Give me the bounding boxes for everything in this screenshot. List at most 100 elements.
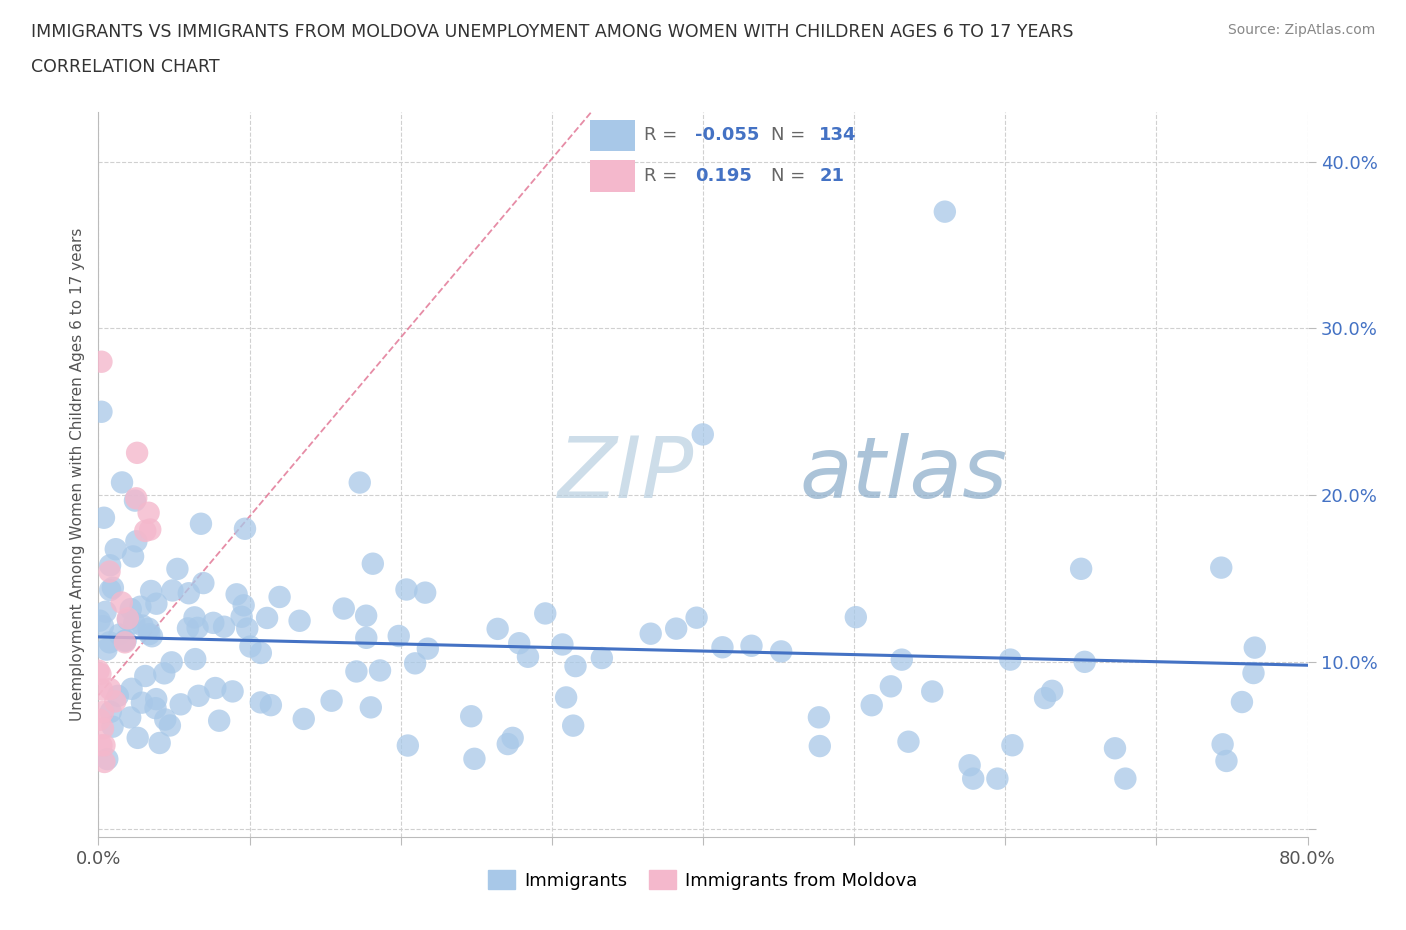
Point <box>90 737 112 752</box>
Point <box>127 445 149 460</box>
Point <box>321 693 343 708</box>
Point <box>236 621 259 636</box>
Point <box>517 649 540 664</box>
Point <box>396 738 419 753</box>
Point <box>640 626 662 641</box>
Point <box>121 682 143 697</box>
Text: 21: 21 <box>820 167 844 185</box>
Point <box>962 771 984 786</box>
Point <box>104 542 127 557</box>
Text: Source: ZipAtlas.com: Source: ZipAtlas.com <box>1227 23 1375 37</box>
Point <box>170 697 193 711</box>
Point <box>1070 562 1092 577</box>
Point <box>187 688 209 703</box>
Point <box>1243 640 1265 655</box>
Point <box>807 710 830 724</box>
Point <box>221 684 243 698</box>
Point <box>292 711 315 726</box>
Point <box>269 590 291 604</box>
Point <box>94 604 117 619</box>
Point <box>564 658 586 673</box>
Point <box>89 667 111 682</box>
Point <box>114 633 136 648</box>
Point <box>959 758 981 773</box>
Point <box>93 737 115 752</box>
Point <box>91 618 114 633</box>
Point <box>1001 737 1024 752</box>
Point <box>890 652 912 667</box>
Point <box>249 695 271 710</box>
Point <box>187 620 209 635</box>
Point <box>502 730 524 745</box>
Point <box>225 587 247 602</box>
Point <box>463 751 485 766</box>
Point <box>486 621 509 636</box>
Point <box>897 735 920 750</box>
Point <box>111 595 134 610</box>
Point <box>562 718 585 733</box>
Point <box>108 627 131 642</box>
Point <box>117 611 139 626</box>
Point <box>114 635 136 650</box>
Point <box>98 635 121 650</box>
Point <box>496 737 519 751</box>
Point <box>138 627 160 642</box>
Point <box>534 606 557 621</box>
Point <box>1215 753 1237 768</box>
Point <box>212 619 235 634</box>
Point <box>986 771 1008 786</box>
Point <box>232 598 254 613</box>
Point <box>204 681 226 696</box>
Y-axis label: Unemployment Among Women with Children Ages 6 to 17 years: Unemployment Among Women with Children A… <box>69 228 84 721</box>
Point <box>129 599 152 614</box>
Point <box>141 629 163 644</box>
Text: ZIP: ZIP <box>558 432 695 516</box>
Point <box>93 754 115 769</box>
Point <box>460 709 482 724</box>
Point <box>127 730 149 745</box>
Point <box>98 565 121 579</box>
Point <box>96 643 118 658</box>
Point <box>934 205 956 219</box>
Point <box>139 522 162 537</box>
Point <box>256 610 278 625</box>
Point <box>356 631 378 645</box>
Point <box>845 610 868 625</box>
Point <box>360 700 382 715</box>
Point <box>413 585 436 600</box>
Point <box>231 609 253 624</box>
Point <box>202 616 225 631</box>
Point <box>1104 741 1126 756</box>
Point <box>344 664 367 679</box>
Point <box>96 751 118 766</box>
Point <box>122 616 145 631</box>
FancyBboxPatch shape <box>589 120 636 152</box>
Point <box>98 558 121 573</box>
Point <box>404 656 426 671</box>
Point <box>1000 652 1022 667</box>
Point <box>416 641 439 656</box>
Point <box>183 610 205 625</box>
Point <box>162 583 184 598</box>
Point <box>260 698 283 712</box>
Point <box>361 556 384 571</box>
Point <box>250 645 273 660</box>
Point <box>131 618 153 633</box>
Point <box>395 582 418 597</box>
Point <box>160 655 183 670</box>
Point <box>551 637 574 652</box>
Point <box>1212 737 1234 751</box>
Point <box>107 688 129 703</box>
Point <box>155 712 177 727</box>
Point <box>1243 666 1265 681</box>
Point <box>120 602 142 617</box>
Point <box>111 475 134 490</box>
Legend: Immigrants, Immigrants from Moldova: Immigrants, Immigrants from Moldova <box>481 863 925 897</box>
Point <box>1211 560 1233 575</box>
Point <box>91 705 114 720</box>
Text: R =: R = <box>644 126 683 144</box>
Text: N =: N = <box>770 167 811 185</box>
Point <box>388 629 411 644</box>
Point <box>134 669 156 684</box>
Point <box>184 652 207 667</box>
